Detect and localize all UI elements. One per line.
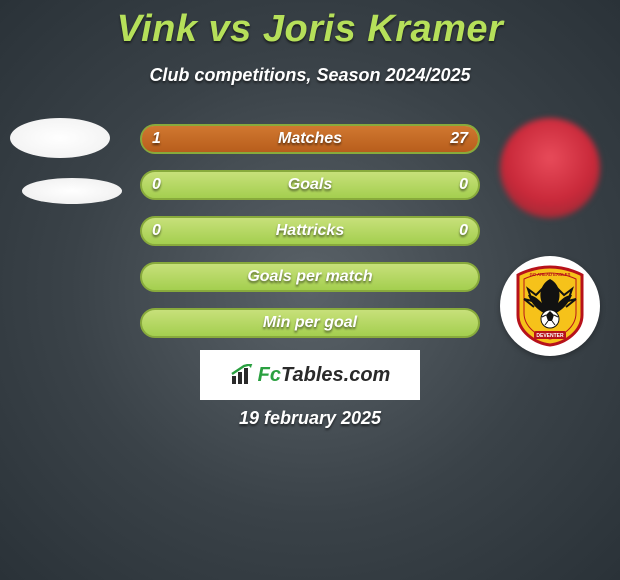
page-title: Vink vs Joris Kramer [0,0,620,51]
stat-right-value: 27 [440,126,478,152]
date-label: 19 february 2025 [0,408,620,429]
comparison-stats: 1 Matches 27 0 Goals 0 0 Hattricks 0 Goa… [140,124,480,354]
club-crest-icon: GO AHEAD EAGLES DEVENTER [514,265,586,347]
stat-label: Hattricks [276,222,344,240]
brand-prefix: Fc [258,364,281,386]
stat-right-value [458,264,478,290]
stat-row-min-per-goal: Min per goal [140,308,480,338]
stat-row-goals-per-match: Goals per match [140,262,480,292]
crest-top-text: GO AHEAD EAGLES [530,272,571,277]
stat-left-value [142,264,162,290]
chart-icon [230,364,256,386]
stat-left-value: 0 [142,218,171,244]
stat-left-value: 0 [142,172,171,198]
stat-left-value: 1 [142,126,171,152]
player-right-photo [500,118,600,218]
player-right-club-badge: GO AHEAD EAGLES DEVENTER [500,256,600,356]
stat-label: Min per goal [263,314,357,332]
player-left-club-badge [22,178,122,204]
brand-badge: FcTables.com [200,350,420,400]
brand-suffix: Tables.com [281,364,390,386]
stat-label: Matches [278,130,342,148]
brand-text: FcTables.com [258,364,391,387]
stat-right-value: 0 [449,172,478,198]
stat-left-value [142,310,162,336]
player-left-photo [10,118,110,158]
stat-label: Goals [288,176,332,194]
stat-right-value: 0 [449,218,478,244]
stat-row-goals: 0 Goals 0 [140,170,480,200]
stat-row-matches: 1 Matches 27 [140,124,480,154]
stat-row-hattricks: 0 Hattricks 0 [140,216,480,246]
stat-right-value [458,310,478,336]
crest-bottom-text: DEVENTER [536,333,564,339]
subtitle: Club competitions, Season 2024/2025 [0,65,620,86]
stat-label: Goals per match [247,268,372,286]
